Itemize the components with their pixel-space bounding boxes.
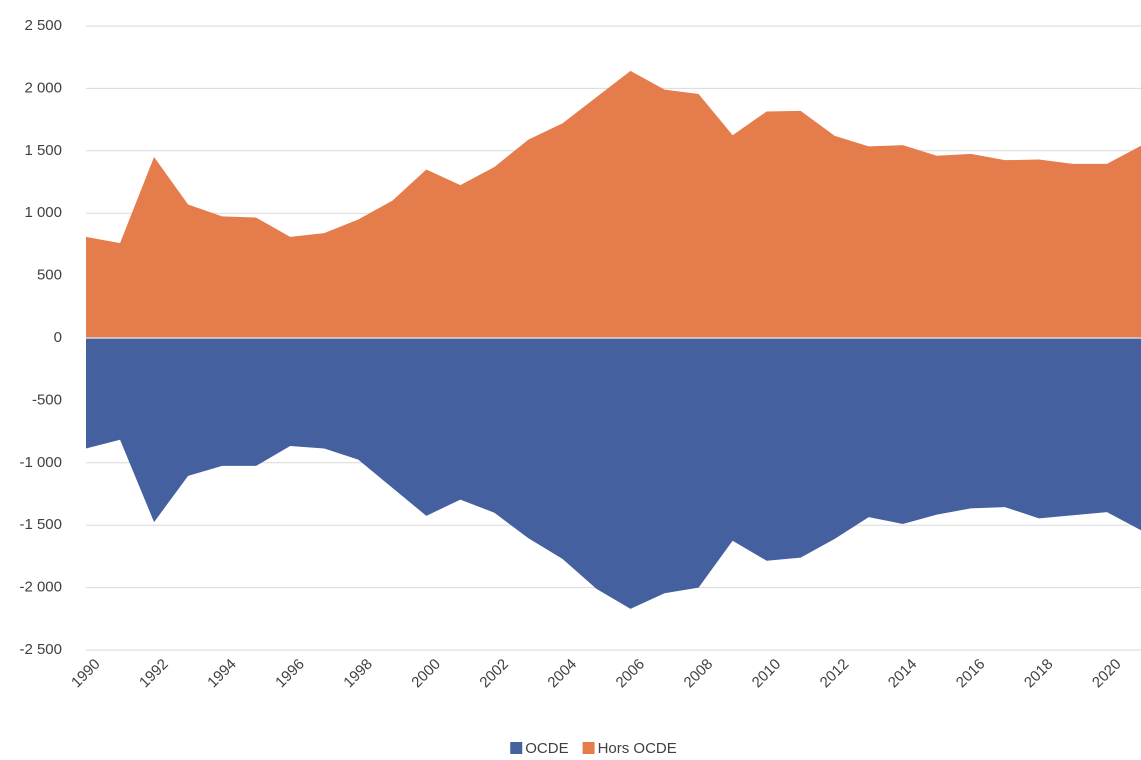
x-tick-label: 2016 [953, 656, 989, 692]
x-tick-label: 1994 [204, 656, 240, 692]
x-tick-label: 2002 [476, 656, 512, 692]
y-tick-label: 500 [37, 267, 62, 284]
x-tick-label: 2006 [613, 656, 649, 692]
area [86, 338, 1141, 609]
y-tick-label: 1 000 [24, 204, 62, 221]
x-tick-label: 2018 [1021, 656, 1057, 692]
legend-label: OCDE [525, 740, 568, 757]
y-tick-label: -500 [32, 391, 62, 408]
x-tick-label: 1990 [68, 656, 104, 692]
x-tick-label: 2004 [544, 656, 580, 692]
y-tick-label: -1 000 [19, 454, 62, 471]
y-tick-label: -2 000 [19, 579, 62, 596]
x-tick-label: 1998 [340, 656, 376, 692]
x-tick-label: 2012 [817, 656, 853, 692]
x-tick-label: 1992 [136, 656, 172, 692]
y-tick-label: 2 500 [24, 17, 62, 34]
area [86, 70, 1141, 338]
legend-swatch [582, 742, 595, 754]
x-tick-label: 1996 [272, 656, 308, 692]
y-tick-label: -2 500 [19, 641, 62, 658]
legend-label: Hors OCDE [598, 740, 677, 757]
x-tick-label: 2020 [1089, 656, 1125, 692]
y-tick-label: 1 500 [24, 142, 62, 159]
y-tick-label: 2 000 [24, 79, 62, 96]
x-tick-label: 2014 [885, 656, 921, 692]
x-tick-label: 2000 [408, 656, 444, 692]
x-tick-label: 2008 [681, 656, 717, 692]
x-tick-label: 2010 [749, 656, 785, 692]
y-tick-label: 0 [54, 329, 62, 346]
y-tick-label: -1 500 [19, 516, 62, 533]
legend-swatch [510, 742, 523, 754]
